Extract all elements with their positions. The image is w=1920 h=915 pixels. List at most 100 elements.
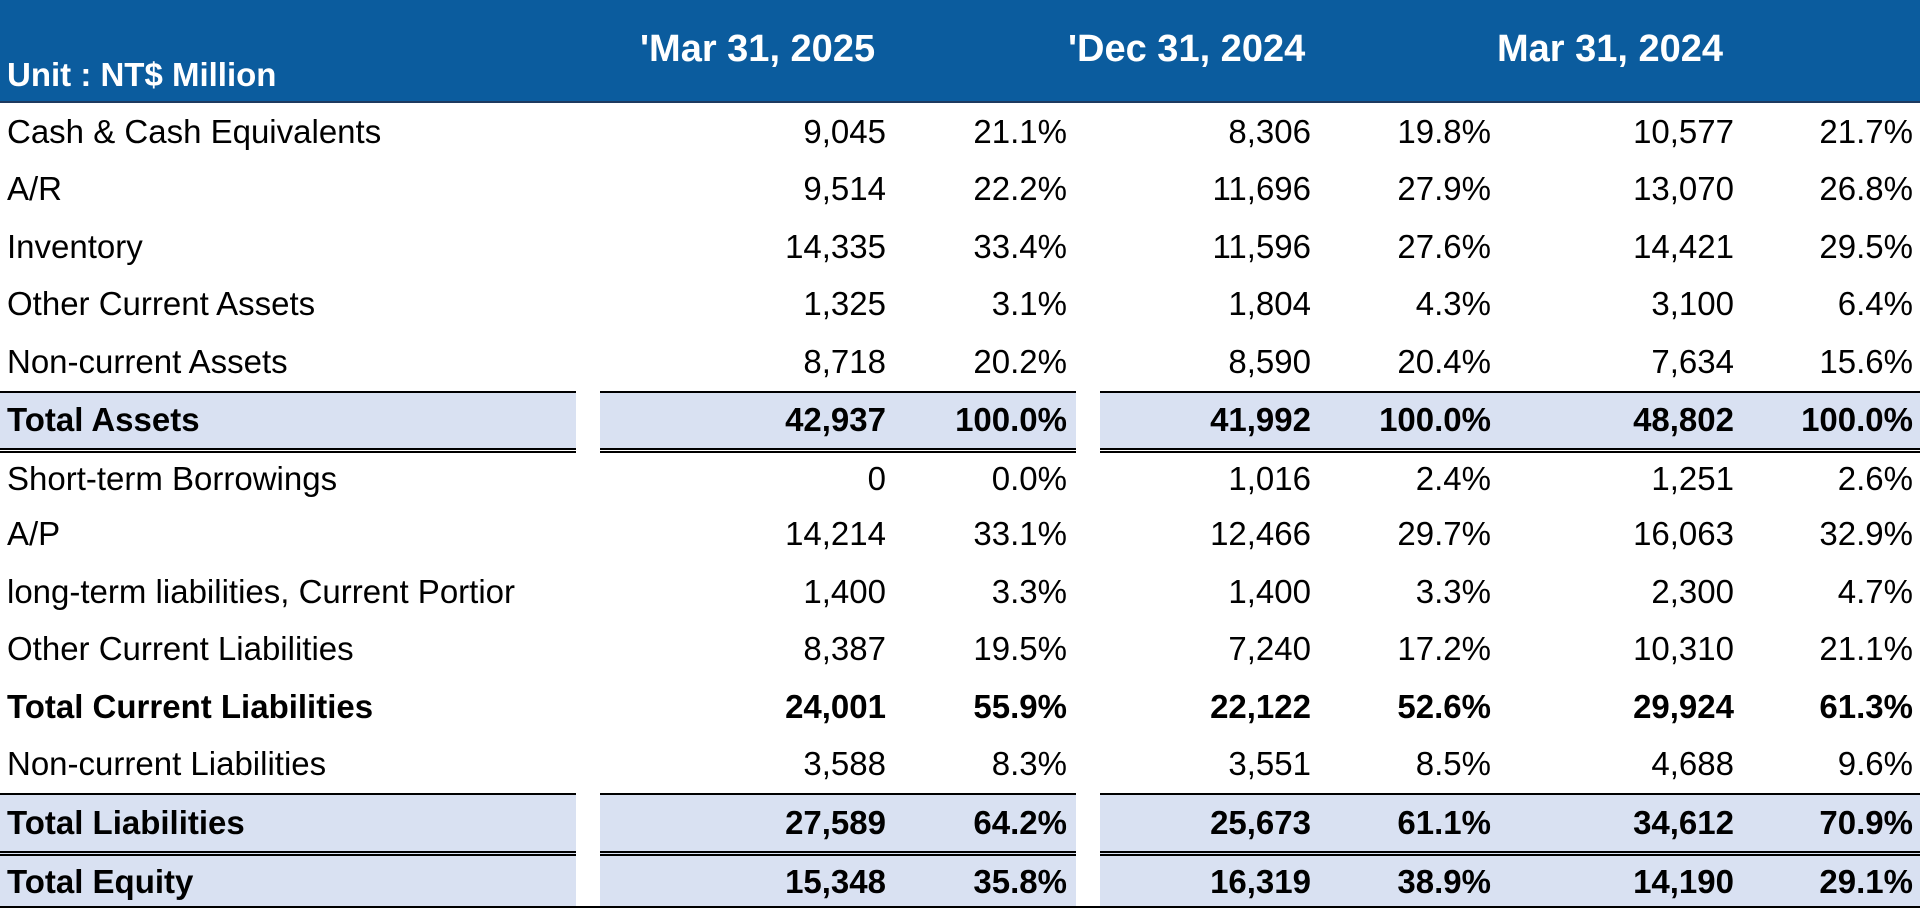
value-mar-2025-cell: 24,001 [785, 687, 886, 725]
column-group-separator [576, 103, 600, 915]
value-dec-2024-cell: 22,122 [1210, 687, 1311, 725]
row-label: A/P [7, 515, 61, 553]
table-row: long-term liabilities, Current Portior 1,… [0, 563, 1920, 621]
pct-mar-2025-cell: 33.4% [973, 227, 1067, 265]
value-mar-2024-cell: 13,070 [1633, 170, 1734, 208]
pct-mar-2024-cell: 29.1% [1819, 862, 1913, 900]
value-mar-2025-cell: 14,214 [785, 515, 886, 553]
pct-dec-2024-cell: 17.2% [1397, 630, 1491, 668]
pct-mar-2025-cell: 8.3% [991, 745, 1067, 783]
pct-mar-2024-cell: 15.6% [1819, 342, 1913, 380]
period-header-mar-2024: Mar 31, 2024 [1497, 28, 1724, 70]
pct-dec-2024-cell: 20.4% [1397, 342, 1491, 380]
pct-mar-2025-cell: 55.9% [973, 687, 1067, 725]
pct-mar-2025-cell: 3.3% [991, 572, 1067, 610]
pct-mar-2025-cell: 64.2% [973, 803, 1067, 841]
table-row: A/R 9,514 22.2% 11,696 27.9% 13,070 26.8% [0, 161, 1920, 219]
row-label: Total Current Liabilities [7, 687, 374, 725]
table-row: Inventory 14,335 33.4% 11,596 27.6% 14,421 29.… [0, 218, 1920, 276]
value-mar-2024-cell: 2,300 [1651, 572, 1734, 610]
pct-mar-2025-cell: 3.1% [991, 285, 1067, 323]
value-mar-2025-cell: 42,937 [785, 401, 886, 439]
pct-mar-2025-cell: 0.0% [991, 460, 1067, 498]
value-mar-2025-cell: 8,718 [803, 342, 886, 380]
table-body: Cash & Cash Equivalents 9,045 21.1% 8,306 19… [0, 103, 1920, 908]
table-row: A/P 14,214 33.1% 12,466 29.7% 16,063 32.9% [0, 506, 1920, 564]
column-group-separator [1076, 103, 1100, 915]
value-mar-2024-cell: 7,634 [1651, 342, 1734, 380]
row-label: long-term liabilities, Current Portior [7, 572, 516, 610]
value-mar-2024-cell: 1,251 [1651, 460, 1734, 498]
value-mar-2024-cell: 10,310 [1633, 630, 1734, 668]
pct-mar-2024-cell: 70.9% [1819, 803, 1913, 841]
table-row: Other Current Liabilities 8,387 19.5% 7,240… [0, 621, 1920, 679]
value-mar-2024-cell: 34,612 [1633, 803, 1734, 841]
pct-mar-2024-cell: 2.6% [1837, 460, 1913, 498]
table-row: Short-term Borrowings 0 0.0% 1,016 2.4% 1,251… [0, 448, 1920, 506]
pct-mar-2024-cell: 6.4% [1837, 285, 1913, 323]
row-label: Short-term Borrowings [7, 460, 338, 498]
value-mar-2024-cell: 16,063 [1633, 515, 1734, 553]
pct-mar-2025-cell: 20.2% [973, 342, 1067, 380]
pct-dec-2024-cell: 4.3% [1415, 285, 1491, 323]
pct-mar-2025-cell: 19.5% [973, 630, 1067, 668]
table-row: Cash & Cash Equivalents 9,045 21.1% 8,306 19… [0, 103, 1920, 161]
value-dec-2024-cell: 1,016 [1228, 460, 1311, 498]
row-label: Inventory [7, 227, 143, 265]
pct-dec-2024-cell: 27.9% [1397, 170, 1491, 208]
value-mar-2024-cell: 29,924 [1633, 687, 1734, 725]
value-dec-2024-cell: 11,696 [1212, 170, 1311, 208]
value-dec-2024-cell: 1,400 [1228, 572, 1311, 610]
table-row: Total Current Liabilities 24,001 55.9% 22,1… [0, 678, 1920, 736]
value-dec-2024-cell: 1,804 [1228, 285, 1311, 323]
pct-mar-2024-cell: 29.5% [1819, 227, 1913, 265]
value-mar-2024-cell: 10,577 [1633, 112, 1734, 150]
table-row: Total Assets 42,937 100.0% 41,992 100.0% 48,8… [0, 390, 1920, 448]
table-row: Non-current Assets 8,718 20.2% 8,590 20.4% 7,… [0, 333, 1920, 391]
pct-mar-2025-cell: 100.0% [955, 401, 1067, 439]
pct-mar-2024-cell: 21.1% [1819, 630, 1913, 668]
pct-dec-2024-cell: 27.6% [1397, 227, 1491, 265]
table-bottom-border [0, 906, 1920, 908]
value-mar-2025-cell: 1,400 [803, 572, 886, 610]
pct-mar-2024-cell: 100.0% [1801, 401, 1913, 439]
pct-dec-2024-cell: 19.8% [1397, 112, 1491, 150]
value-dec-2024-cell: 11,596 [1212, 227, 1311, 265]
row-label: Non-current Assets [7, 342, 288, 380]
pct-mar-2025-cell: 22.2% [973, 170, 1067, 208]
pct-dec-2024-cell: 29.7% [1397, 515, 1491, 553]
value-dec-2024-cell: 7,240 [1228, 630, 1311, 668]
value-dec-2024-cell: 3,551 [1228, 745, 1311, 783]
pct-mar-2024-cell: 9.6% [1837, 745, 1913, 783]
pct-mar-2024-cell: 26.8% [1819, 170, 1913, 208]
table-row: Non-current Liabilities 3,588 8.3% 3,551 8.5… [0, 736, 1920, 794]
value-mar-2025-cell: 27,589 [785, 803, 886, 841]
pct-dec-2024-cell: 61.1% [1397, 803, 1491, 841]
row-label: Other Current Liabilities [7, 630, 354, 668]
unit-label: Unit : NT$ Million [7, 56, 277, 93]
value-mar-2025-cell: 14,335 [785, 227, 886, 265]
pct-dec-2024-cell: 2.4% [1415, 460, 1491, 498]
row-label: Other Current Assets [7, 285, 316, 323]
value-mar-2024-cell: 14,190 [1633, 862, 1734, 900]
value-mar-2025-cell: 15,348 [785, 862, 886, 900]
value-dec-2024-cell: 12,466 [1210, 515, 1311, 553]
table-row: Total Equity 15,348 35.8% 16,319 38.9% 14,190… [0, 850, 1920, 908]
value-mar-2024-cell: 3,100 [1651, 285, 1734, 323]
row-label: Total Liabilities [7, 803, 245, 841]
value-mar-2024-cell: 48,802 [1633, 401, 1734, 439]
row-label: Total Assets [7, 401, 200, 439]
pct-dec-2024-cell: 38.9% [1397, 862, 1491, 900]
value-dec-2024-cell: 8,306 [1228, 112, 1311, 150]
pct-mar-2024-cell: 21.7% [1819, 112, 1913, 150]
row-label: Cash & Cash Equivalents [7, 112, 382, 150]
pct-dec-2024-cell: 8.5% [1415, 745, 1491, 783]
row-label: Non-current Liabilities [7, 745, 327, 783]
period-header-mar-2025: 'Mar 31, 2025 [640, 28, 876, 70]
value-mar-2025-cell: 8,387 [803, 630, 886, 668]
table-header: Unit : NT$ Million 'Mar 31, 2025 'Dec 31… [0, 0, 1920, 103]
pct-mar-2024-cell: 32.9% [1819, 515, 1913, 553]
value-mar-2024-cell: 4,688 [1651, 745, 1734, 783]
pct-mar-2025-cell: 35.8% [973, 862, 1067, 900]
